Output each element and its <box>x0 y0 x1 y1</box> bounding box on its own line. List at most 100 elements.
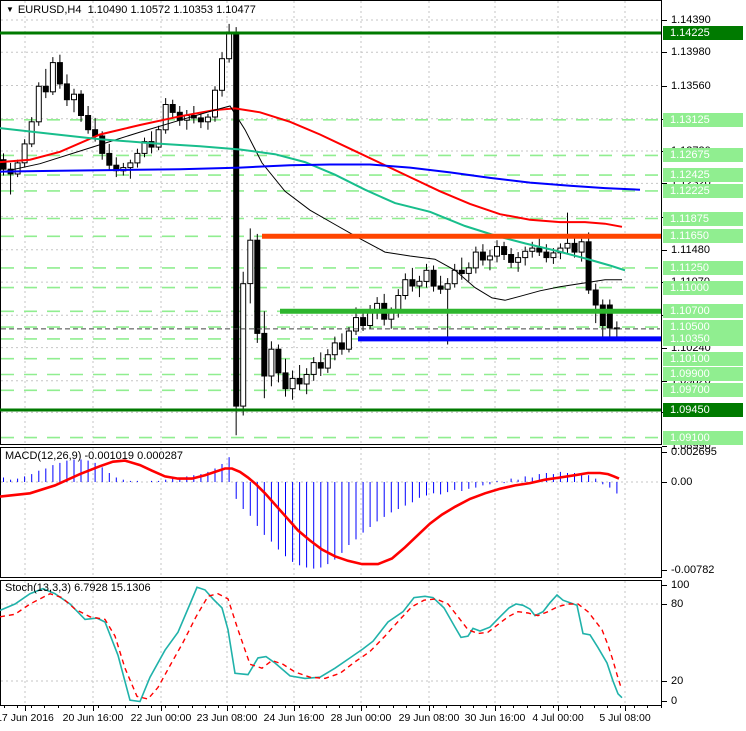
candle[interactable] <box>479 244 486 266</box>
candle[interactable] <box>472 246 479 274</box>
candle[interactable] <box>437 275 444 294</box>
candle[interactable] <box>606 299 613 341</box>
candle[interactable] <box>247 228 254 304</box>
time-minor-tick <box>527 706 528 708</box>
time-major-tick <box>294 706 295 711</box>
macd-scale-label: 0.00 <box>671 476 693 488</box>
candle[interactable] <box>345 327 352 353</box>
candle[interactable] <box>515 252 522 272</box>
candle[interactable] <box>212 86 218 122</box>
candlestick-chart[interactable] <box>0 0 662 445</box>
candle[interactable] <box>63 74 70 106</box>
stoch-scale-label: 80 <box>671 598 684 610</box>
candle[interactable] <box>261 311 268 399</box>
macd-values: -0.001019 0.000287 <box>84 450 183 462</box>
macd-signal-line <box>0 459 620 566</box>
time-minor-tick <box>272 706 273 708</box>
candle[interactable] <box>78 90 84 122</box>
time-scale-axis[interactable]: 17 Jun 2016 20 Jun 16:00 22 Jun 00:00 23 Ju… <box>0 706 746 731</box>
candle[interactable] <box>585 232 592 294</box>
candle[interactable] <box>240 271 247 416</box>
time-minor-tick <box>205 706 206 708</box>
candle[interactable] <box>402 273 409 300</box>
ma-black-line <box>0 105 622 301</box>
candle[interactable] <box>409 267 416 292</box>
axis-tick <box>662 604 667 605</box>
candle[interactable] <box>35 82 42 126</box>
candle[interactable] <box>141 137 148 158</box>
candle[interactable] <box>571 237 578 258</box>
time-minor-tick <box>299 706 300 708</box>
candle[interactable] <box>282 358 289 397</box>
candle[interactable] <box>303 368 310 395</box>
candle[interactable] <box>134 148 141 168</box>
candle[interactable] <box>268 341 275 387</box>
candle[interactable] <box>501 241 508 260</box>
candle[interactable] <box>56 54 63 89</box>
candle[interactable] <box>219 52 225 97</box>
stoch-scale-label: 100 <box>671 579 690 591</box>
candle[interactable] <box>465 262 472 282</box>
candle[interactable] <box>494 240 500 263</box>
candle[interactable] <box>233 27 240 436</box>
candle[interactable] <box>416 275 423 298</box>
time-minor-tick <box>4 706 5 708</box>
candle[interactable] <box>49 57 56 95</box>
stochastic-chart[interactable] <box>0 580 662 706</box>
candle[interactable] <box>360 311 367 331</box>
candle[interactable] <box>289 370 296 400</box>
time-tick-label: 22 Jun 00:00 <box>130 712 192 724</box>
candle[interactable] <box>592 283 599 324</box>
candle[interactable] <box>42 68 49 99</box>
candle[interactable] <box>162 98 169 134</box>
candle[interactable] <box>423 263 430 288</box>
candle[interactable] <box>599 299 606 337</box>
candle[interactable] <box>331 336 338 361</box>
candle[interactable] <box>486 249 493 271</box>
time-minor-tick <box>500 706 501 708</box>
candle[interactable] <box>430 265 437 292</box>
candle[interactable] <box>254 233 261 343</box>
price-level-badge: 1.10700 <box>663 304 743 318</box>
time-tick-label: 20 Jun 16:00 <box>62 712 124 724</box>
candle[interactable] <box>564 212 571 255</box>
candle[interactable] <box>296 365 303 391</box>
stochastic-panel[interactable]: Stoch(13,3,3) 6.7928 15.1306 <box>0 580 662 706</box>
candle[interactable] <box>310 357 317 381</box>
axis-tick <box>662 452 667 453</box>
candle[interactable] <box>106 143 113 171</box>
price-level-badge: 1.10500 <box>663 320 743 334</box>
candle[interactable] <box>324 349 331 373</box>
time-major-tick <box>625 706 626 711</box>
macd-panel[interactable]: MACD(12,26,9) -0.001019 0.000287 <box>0 447 662 578</box>
ma-springgreen-line <box>0 127 626 272</box>
symbol-dropdown-icon[interactable]: ▼ <box>6 5 14 14</box>
time-major-tick <box>429 706 430 711</box>
candle[interactable] <box>275 344 282 383</box>
macd-scale-label: -0.00782 <box>671 564 715 576</box>
time-minor-tick <box>111 706 112 708</box>
candle[interactable] <box>21 139 28 168</box>
candle[interactable] <box>317 352 324 376</box>
time-minor-tick <box>406 706 407 708</box>
candle[interactable] <box>508 248 515 268</box>
candle[interactable] <box>155 125 162 151</box>
main-chart-panel[interactable]: ▼ EURUSD,H4 1.10490 1.10572 1.10353 1.104… <box>0 0 662 445</box>
price-tick-label: 1.14390 <box>671 14 711 26</box>
candle[interactable] <box>338 333 345 355</box>
candle[interactable] <box>204 113 211 130</box>
time-minor-tick <box>393 706 394 708</box>
candle[interactable] <box>85 106 92 134</box>
macd-chart[interactable] <box>0 447 662 578</box>
candle[interactable] <box>543 244 550 263</box>
time-minor-tick <box>352 706 353 708</box>
candle[interactable] <box>197 112 204 129</box>
candle[interactable] <box>522 246 529 266</box>
axis-tick <box>662 348 667 349</box>
time-minor-tick <box>218 706 219 708</box>
price-level-badge: 1.09700 <box>663 383 743 397</box>
candle[interactable] <box>169 99 176 118</box>
candle[interactable] <box>71 88 77 113</box>
price-scale-axis[interactable]: 1.143901.139801.135601.127301.123201.114… <box>662 0 746 731</box>
time-minor-tick <box>71 706 72 708</box>
